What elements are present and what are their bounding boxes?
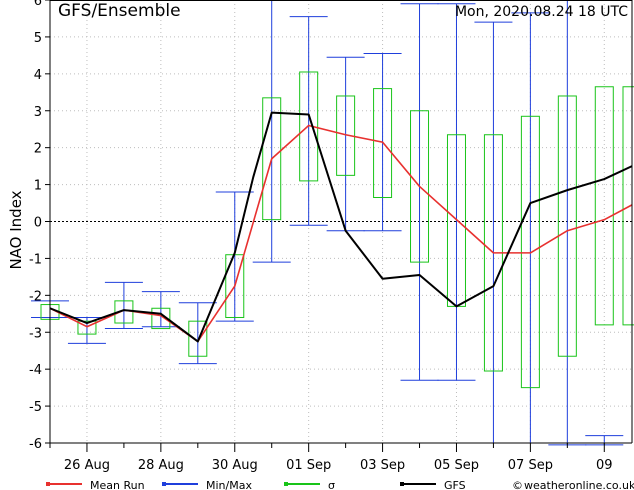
gfs-series-line bbox=[49, 111, 633, 343]
sigma-box bbox=[77, 320, 97, 335]
sigma-box bbox=[410, 110, 430, 263]
minmax-legend-marker bbox=[162, 482, 166, 486]
sigma-box bbox=[594, 86, 614, 326]
sigma-box bbox=[336, 95, 356, 176]
run-time-label: Mon, 2020.08.24 18 UTC bbox=[455, 4, 628, 20]
y-tick-label: 2 bbox=[34, 142, 42, 157]
sigma-box bbox=[151, 307, 171, 330]
credit-text: weatheronline.co.uk bbox=[524, 479, 634, 490]
mean-legend-marker bbox=[46, 482, 50, 486]
marks-layer bbox=[31, 0, 634, 446]
footer-credit: © weatheronline.co.uk bbox=[512, 479, 634, 490]
y-tick-label: 6 bbox=[34, 0, 42, 9]
grid-layer bbox=[50, 0, 632, 443]
y-tick-label: 5 bbox=[34, 31, 42, 46]
sigma-box bbox=[373, 88, 393, 199]
x-tick-label: 01 Sep bbox=[286, 458, 331, 473]
minmax-legend-label: Min/Max bbox=[206, 479, 252, 490]
mean-series-line bbox=[49, 124, 633, 343]
y-tick-label: -1 bbox=[29, 252, 42, 267]
x-tick-label: 28 Aug bbox=[138, 458, 184, 473]
y-tick-label: -4 bbox=[29, 363, 42, 378]
legend: Mean Run Min/Max σ GFS bbox=[46, 479, 466, 490]
sigma-legend-marker bbox=[284, 482, 288, 486]
chart-title: GFS/Ensemble bbox=[58, 1, 181, 21]
y-tick-label: 3 bbox=[34, 105, 42, 120]
y-tick-label: -2 bbox=[29, 289, 42, 304]
x-tick-label: 30 Aug bbox=[212, 458, 258, 473]
x-tick-label: 26 Aug bbox=[64, 458, 110, 473]
x-tick-label: 07 Sep bbox=[508, 458, 553, 473]
gfs-legend-label: GFS bbox=[444, 479, 466, 490]
sigma-box bbox=[188, 320, 208, 357]
y-tick-label: 0 bbox=[34, 216, 42, 231]
y-tick-label: -5 bbox=[29, 400, 42, 415]
sigma-box bbox=[557, 95, 577, 357]
mean-legend-label: Mean Run bbox=[90, 479, 145, 490]
x-tick-label: 09 bbox=[596, 458, 613, 473]
x-tick-label: 05 Sep bbox=[434, 458, 479, 473]
sigma-box bbox=[520, 115, 540, 389]
y-tick-label: 4 bbox=[34, 68, 42, 83]
sigma-box bbox=[262, 97, 282, 221]
copyright-icon: © bbox=[512, 479, 523, 490]
x-tick-label: 03 Sep bbox=[360, 458, 405, 473]
axes-layer: -6 -5 -4 -3 -2 -1 0 1 2 3 4 5 6 26 Aug 28 Aug 30 Aug 01 … bbox=[29, 0, 633, 473]
sigma-box bbox=[299, 71, 319, 182]
y-tick-label: -3 bbox=[29, 326, 42, 341]
y-tick-label: 1 bbox=[34, 179, 42, 194]
y-tick-label: -6 bbox=[29, 437, 42, 452]
gfs-legend-marker bbox=[400, 482, 404, 486]
y-axis-title: NAO Index bbox=[7, 190, 25, 269]
sigma-legend-label: σ bbox=[328, 479, 335, 490]
